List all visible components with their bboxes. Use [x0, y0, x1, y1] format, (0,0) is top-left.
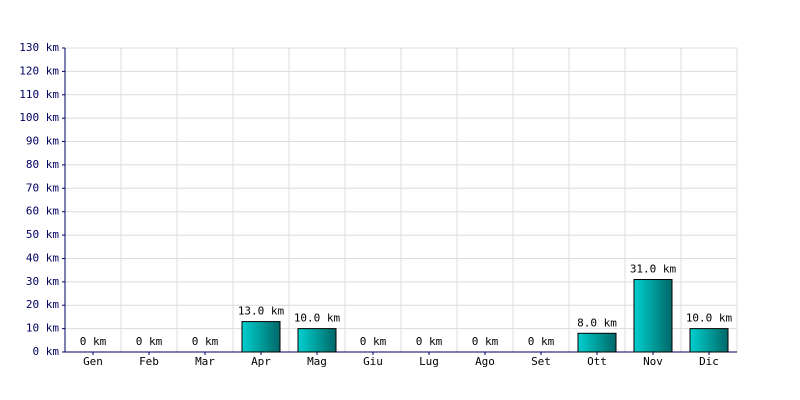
x-tick-label: Dic: [699, 355, 719, 368]
x-tick-label: Ott: [587, 355, 607, 368]
x-tick-label: Mar: [195, 355, 215, 368]
y-tick-label: 30 km: [26, 275, 59, 288]
x-tick-label: Set: [531, 355, 551, 368]
value-label: 13.0 km: [238, 305, 285, 318]
y-tick-label: 20 km: [26, 298, 59, 311]
bar: [633, 279, 673, 353]
x-tick-label: Gen: [83, 355, 103, 368]
value-label: 0 km: [528, 335, 555, 348]
y-tick-label: 40 km: [26, 251, 59, 264]
x-tick-label: Nov: [643, 355, 663, 368]
y-tick-label: 70 km: [26, 181, 59, 194]
value-label: 0 km: [360, 335, 387, 348]
bar: [689, 328, 729, 353]
y-tick-label: 110 km: [19, 88, 59, 101]
y-tick-label: 10 km: [26, 322, 59, 335]
y-tick-label: 120 km: [19, 64, 59, 77]
value-label: 0 km: [192, 335, 219, 348]
value-label: 0 km: [80, 335, 107, 348]
y-tick-label: 90 km: [26, 135, 59, 148]
value-label: 10.0 km: [294, 312, 341, 325]
x-tick-label: Ago: [475, 355, 495, 368]
bar: [297, 328, 337, 353]
y-tick-label: 50 km: [26, 228, 59, 241]
value-label: 0 km: [416, 335, 443, 348]
x-tick-label: Lug: [419, 355, 439, 368]
value-label: 0 km: [472, 335, 499, 348]
value-label: 8.0 km: [577, 316, 617, 329]
y-tick-label: 0 km: [33, 345, 60, 358]
x-tick-label: Giu: [363, 355, 383, 368]
x-tick-label: Mag: [307, 355, 327, 368]
value-label: 31.0 km: [630, 263, 677, 276]
value-label: 10.0 km: [686, 312, 733, 325]
y-tick-label: 80 km: [26, 158, 59, 171]
bar: [241, 321, 281, 353]
bar: [577, 332, 617, 353]
y-tick-label: 130 km: [19, 41, 59, 54]
x-tick-label: Apr: [251, 355, 271, 368]
x-tick-label: Feb: [139, 355, 159, 368]
value-label: 0 km: [136, 335, 163, 348]
y-tick-label: 60 km: [26, 205, 59, 218]
y-tick-label: 100 km: [19, 111, 59, 124]
